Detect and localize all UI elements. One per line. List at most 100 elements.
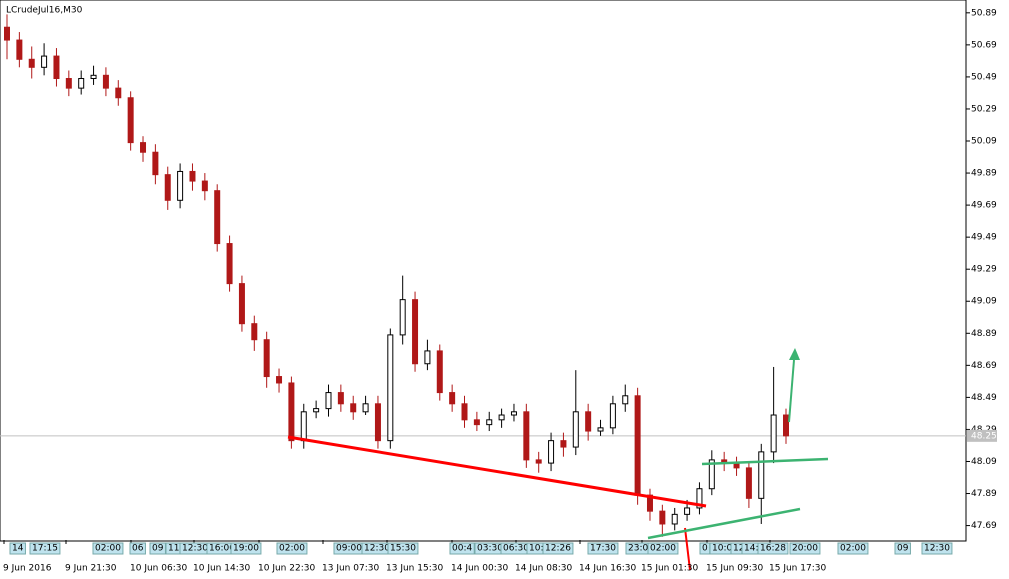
x-tick-label: 10 Jun 14:30 <box>193 564 250 574</box>
candle-body <box>115 87 122 99</box>
event-box <box>387 542 419 555</box>
event-box <box>9 542 26 555</box>
event-label: 16:28 <box>760 544 786 554</box>
y-tick-label: 50.89 <box>971 8 997 18</box>
candle-body <box>745 467 752 499</box>
event-label: 10:0 <box>712 544 732 554</box>
candle-body <box>189 170 196 182</box>
y-tick-label: 49.29 <box>971 265 997 275</box>
y-tick-label: 48.49 <box>971 393 997 403</box>
x-tick-label: 9 Jun 2016 <box>3 564 52 574</box>
arrow-head <box>789 348 800 360</box>
x-tick-label: 10 Jun 22:30 <box>258 564 315 574</box>
x-tick-label: 13 Jun 15:30 <box>386 564 443 574</box>
candle-body <box>350 403 357 413</box>
candle-body <box>140 142 147 153</box>
x-tick-label: 15 Jun 17:30 <box>769 564 826 574</box>
event-label: 10: <box>529 544 543 554</box>
event-label: 03:30 <box>477 544 503 554</box>
candle-body <box>53 55 60 80</box>
candle-body <box>41 55 48 68</box>
candle-body <box>424 350 431 365</box>
plot-frame <box>0 0 967 542</box>
candle-body <box>597 427 604 432</box>
candle-body <box>758 451 765 499</box>
event-label: 12:30 <box>364 544 390 554</box>
event-box <box>542 542 574 555</box>
event-label: 14 <box>12 544 24 554</box>
candle-body <box>238 283 245 325</box>
candle-body <box>436 350 443 394</box>
event-box <box>92 542 124 555</box>
candle-body <box>523 411 530 461</box>
event-label: 06:30 <box>503 544 529 554</box>
candle-body <box>325 392 332 410</box>
event-box <box>894 542 911 555</box>
candle-body <box>646 494 653 512</box>
chart-title: LCrudeJul16,M30 <box>6 6 83 16</box>
candle-body <box>708 459 715 490</box>
y-tick-label: 48.89 <box>971 329 997 339</box>
candle-body <box>473 419 480 426</box>
candle-body <box>313 408 320 413</box>
trend-line <box>684 527 691 571</box>
event-label: 00:4 <box>452 544 472 554</box>
candle-body <box>548 440 555 464</box>
x-tick-label: 15 Jun 09:30 <box>706 564 763 574</box>
event-label: 14: <box>744 544 758 554</box>
candle-body <box>572 411 579 448</box>
candle-body <box>16 39 23 60</box>
event-box <box>921 542 953 555</box>
candle-body <box>374 403 381 442</box>
event-label: 17:30 <box>590 544 616 554</box>
event-box <box>230 542 262 555</box>
event-label: 02:00 <box>95 544 121 554</box>
candle-body <box>461 403 468 421</box>
trend-line <box>647 507 801 540</box>
candle-body <box>783 414 789 437</box>
event-label: 09 <box>152 544 164 554</box>
event-box <box>449 542 475 555</box>
y-tick-label: 50.69 <box>971 40 997 50</box>
x-tick-label: 14 Jun 00:30 <box>451 564 508 574</box>
x-tick-label: 14 Jun 16:30 <box>579 564 636 574</box>
candle-body <box>28 58 35 68</box>
y-tick-label: 49.89 <box>971 169 997 179</box>
arrow <box>788 359 795 423</box>
event-box <box>789 542 821 555</box>
candle-body <box>684 507 691 515</box>
event-label: 06 <box>132 544 144 554</box>
candle-body <box>622 395 629 405</box>
candle-body <box>510 411 517 416</box>
trend-line <box>287 435 707 508</box>
candle-body <box>226 243 233 285</box>
event-label: 23:0 <box>628 544 648 554</box>
candle-body <box>585 411 592 432</box>
candle-body <box>90 74 97 80</box>
event-label: 09:00 <box>336 544 362 554</box>
candle-body <box>659 510 666 525</box>
y-tick-label: 49.09 <box>971 297 997 307</box>
event-label: 02:00 <box>650 544 676 554</box>
candle-body <box>634 395 641 496</box>
candle-body <box>65 78 72 89</box>
price-box <box>967 429 997 442</box>
event-label: 02:00 <box>279 544 305 554</box>
event-label: 17:15 <box>32 544 58 554</box>
event-box <box>757 542 789 555</box>
event-label: 11 <box>168 544 179 554</box>
event-label: 19:00 <box>233 544 259 554</box>
y-tick-label: 48.69 <box>971 361 997 371</box>
event-box <box>587 542 619 555</box>
event-label: 12 <box>733 544 744 554</box>
event-label: 15:30 <box>390 544 416 554</box>
event-box <box>276 542 308 555</box>
candle-body <box>696 488 703 509</box>
x-tick-label: 14 Jun 08:30 <box>515 564 572 574</box>
candle-body <box>78 78 85 89</box>
candle-body <box>337 392 344 405</box>
candle-body <box>387 334 394 442</box>
candle-body <box>560 440 567 448</box>
x-tick-label: 10 Jun 06:30 <box>130 564 187 574</box>
